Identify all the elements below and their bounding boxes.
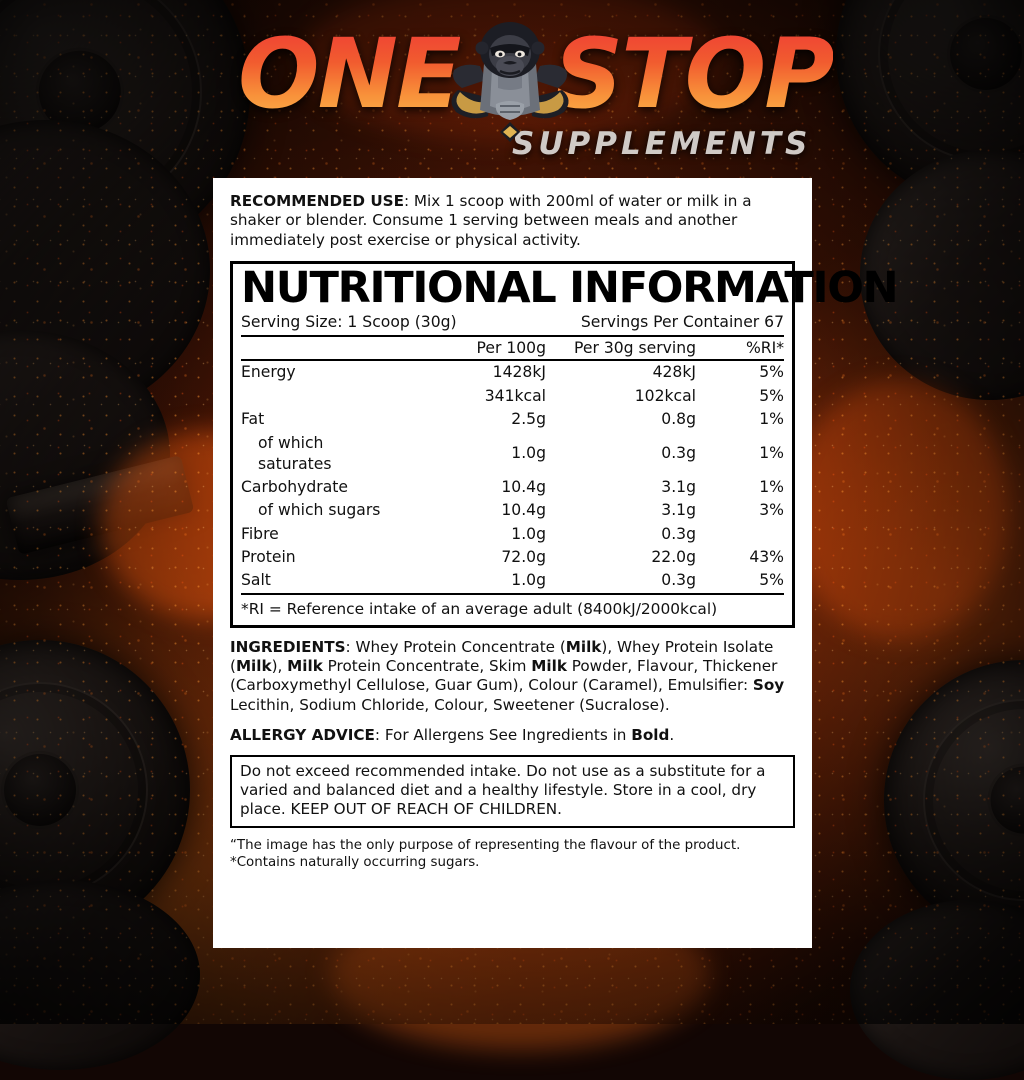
column-header-ri: %RI* xyxy=(745,339,784,358)
column-header-nutrient xyxy=(241,336,399,360)
column-header-per-100g: Per 100g xyxy=(476,339,546,358)
warning-text: Do not exceed recommended intake. Do not… xyxy=(240,761,766,819)
nutrition-row: Salt 1.0g 0.3g 5% xyxy=(241,569,784,592)
value-ri: 5% xyxy=(759,363,784,382)
value-per-100g: 10.4g xyxy=(501,477,546,496)
serving-info-row: Serving Size: 1 Scoop (30g) Servings Per… xyxy=(241,312,784,335)
nutrition-label-panel: RECOMMENDED USE: Mix 1 scoop with 200ml … xyxy=(213,178,899,948)
value-per-100g: 10.4g xyxy=(501,501,546,520)
value-per-100g: 1.0g xyxy=(511,571,546,590)
value-ri: 43% xyxy=(749,548,784,567)
value-ri: 5% xyxy=(759,571,784,590)
recommended-use-text: : Mix 1 scoop with 200ml of water or mil… xyxy=(230,192,752,249)
warning-box: Do not exceed recommended intake. Do not… xyxy=(230,754,795,828)
nutrient-name: of which sugars xyxy=(258,501,381,520)
value-ri: 3% xyxy=(759,501,784,520)
nutrient-name: of which saturates xyxy=(258,433,332,473)
servings-per-container: Servings Per Container 67 xyxy=(580,313,784,332)
value-per-serving: 0.8g xyxy=(661,410,696,429)
brand-logo: ONE STOP SUPPLEMENTS xyxy=(0,8,1024,168)
nutrient-name: Fat xyxy=(241,410,265,429)
nutrition-title: NUTRITIONAL INFORMATION xyxy=(241,264,899,314)
value-per-serving: 102kcal xyxy=(634,386,696,405)
gorilla-mascot-icon xyxy=(451,22,569,142)
nutrition-row: Fibre 1.0g 0.3g xyxy=(241,522,784,545)
nutrition-row: Fat 2.5g 0.8g 1% xyxy=(241,408,784,431)
recommended-use-block: RECOMMENDED USE: Mix 1 scoop with 200ml … xyxy=(230,192,795,250)
value-per-serving: 0.3g xyxy=(661,524,696,543)
value-ri xyxy=(696,522,784,545)
recommended-use-heading: RECOMMENDED USE xyxy=(230,192,404,210)
nutrient-name: Salt xyxy=(241,571,271,590)
ingredients-text: : Whey Protein Concentrate (Milk), Whey … xyxy=(230,637,785,714)
reference-intake-note: *RI = Reference intake of an average adu… xyxy=(241,592,784,621)
value-per-serving: 22.0g xyxy=(651,548,696,567)
nutrient-name: Fibre xyxy=(241,524,279,543)
column-header-per-serving: Per 30g serving xyxy=(574,339,696,358)
logo-subtitle: SUPPLEMENTS xyxy=(512,126,812,162)
value-per-100g: 72.0g xyxy=(501,548,546,567)
value-per-100g: 1.0g xyxy=(511,444,546,463)
value-per-serving: 0.3g xyxy=(661,444,696,463)
nutrition-table: Per 100g Per 30g serving %RI* Energy 1428… xyxy=(241,335,784,592)
allergy-advice-block: ALLERGY ADVICE: For Allergens See Ingred… xyxy=(230,726,795,745)
value-per-100g: 341kcal xyxy=(484,386,546,405)
value-per-serving: 3.1g xyxy=(661,477,696,496)
value-ri: 5% xyxy=(759,386,784,405)
nutrient-name: Carbohydrate xyxy=(241,477,348,496)
nutrient-name xyxy=(241,385,399,408)
logo-word-stop: STOP xyxy=(554,18,835,130)
ingredients-block: INGREDIENTS: Whey Protein Concentrate (M… xyxy=(230,638,795,716)
nutrition-row: Carbohydrate 10.4g 3.1g 1% xyxy=(241,476,784,499)
nutrition-row: Protein 72.0g 22.0g 43% xyxy=(241,546,784,569)
value-per-serving: 3.1g xyxy=(661,501,696,520)
nutrition-row: 341kcal 102kcal 5% xyxy=(241,385,784,408)
logo-word-one: ONE xyxy=(238,18,462,130)
value-per-100g: 1428kJ xyxy=(492,363,546,382)
allergy-advice-heading: ALLERGY ADVICE xyxy=(230,726,375,745)
value-per-100g: 2.5g xyxy=(511,410,546,429)
value-per-serving: 428kJ xyxy=(652,363,696,382)
disclaimer-line-1: “The image has the only purpose of repre… xyxy=(230,837,741,853)
disclaimer-line-2: *Contains naturally occurring sugars. xyxy=(230,855,480,871)
nutrient-name: Protein xyxy=(241,548,296,567)
nutrition-row: Energy 1428kJ 428kJ 5% xyxy=(241,360,784,384)
ingredients-heading: INGREDIENTS xyxy=(230,637,346,656)
nutrition-table-body: Energy 1428kJ 428kJ 5% 341kcal 102kcal 5% Fat 2.… xyxy=(241,360,784,592)
nutrition-row: of which sugars 10.4g 3.1g 3% xyxy=(241,499,784,522)
value-ri: 1% xyxy=(759,444,784,463)
nutrition-table-header-row: Per 100g Per 30g serving %RI* xyxy=(241,336,784,361)
disclaimer-block: “The image has the only purpose of repre… xyxy=(230,837,795,872)
value-ri: 1% xyxy=(759,410,784,429)
nutrient-name: Energy xyxy=(241,363,296,382)
nutrition-row: of which saturates 1.0g 0.3g 1% xyxy=(241,431,784,475)
serving-size: Serving Size: 1 Scoop (30g) xyxy=(241,313,457,332)
allergy-advice-text: : For Allergens See Ingredients in Bold. xyxy=(374,726,675,745)
value-per-serving: 0.3g xyxy=(661,571,696,590)
nutritional-information-box: NUTRITIONAL INFORMATION Serving Size: 1 … xyxy=(230,261,899,628)
value-per-100g: 1.0g xyxy=(511,524,546,543)
value-ri: 1% xyxy=(759,477,784,496)
